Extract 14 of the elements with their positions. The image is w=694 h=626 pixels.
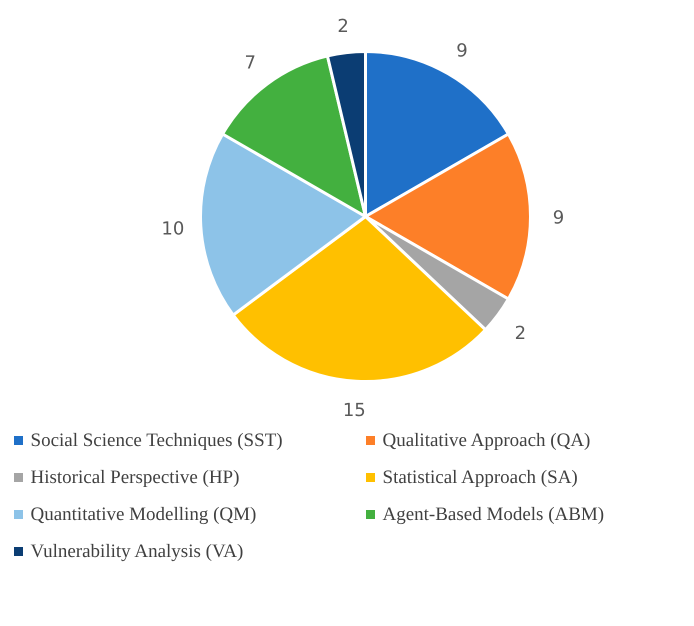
- data-label: 9: [552, 208, 564, 228]
- data-label: 7: [244, 52, 256, 74]
- legend-label: Agent-Based Models (ABM): [382, 504, 604, 525]
- legend-label: Quantitative Modelling (QM): [30, 504, 256, 525]
- legend-label: Vulnerability Analysis (VA): [30, 541, 244, 562]
- legend-label: Historical Perspective (HP): [30, 467, 240, 488]
- legend-label: Social Science Techniques (SST): [30, 430, 283, 451]
- data-label: 9: [456, 40, 468, 62]
- data-label: 2: [337, 16, 349, 37]
- legend-label: Statistical Approach (SA): [382, 467, 578, 488]
- data-label: 10: [161, 218, 184, 240]
- data-label: 2: [514, 322, 526, 344]
- data-label: 15: [342, 400, 366, 422]
- legend-label: Qualitative Approach (QA): [382, 430, 590, 451]
